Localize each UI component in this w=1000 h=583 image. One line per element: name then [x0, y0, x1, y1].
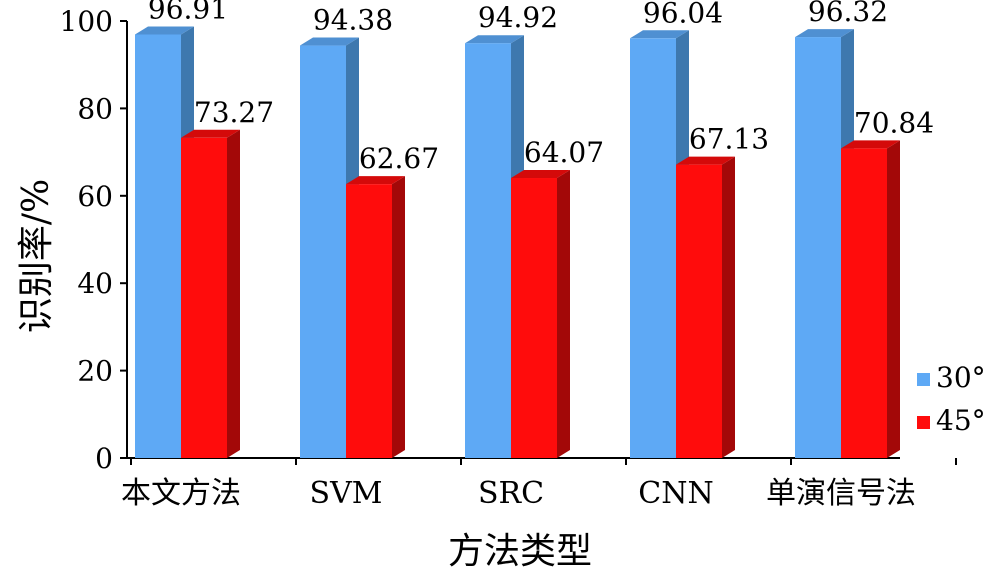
bar-side [557, 170, 570, 458]
bar-top [181, 129, 240, 138]
bar-top [511, 170, 570, 179]
y-tick-label: 20 [77, 355, 113, 388]
bar-4-1 [841, 140, 900, 458]
bar-2-1 [511, 170, 570, 458]
data-label: 94.38 [313, 4, 393, 37]
axes: 0 20 40 60 80 100 本文方法 SVM SRC CNN 单演信号法 [60, 5, 957, 511]
bar-side [722, 156, 735, 458]
data-label: 96.04 [643, 0, 723, 29]
legend-swatch [917, 416, 930, 429]
data-label: 70.84 [854, 106, 934, 139]
data-label: 67.13 [689, 123, 769, 156]
data-label: 62.67 [359, 142, 439, 175]
bars [135, 26, 900, 459]
bar-front [511, 178, 557, 458]
x-axis-title: 方法类型 [448, 531, 592, 572]
data-label: 94.92 [478, 1, 558, 34]
x-tick-label: 本文方法 [121, 476, 241, 511]
bar-front [795, 37, 841, 458]
bar-top [841, 140, 900, 149]
bar-3-1 [676, 156, 735, 458]
bar-1-1 [346, 176, 405, 459]
y-tick-label: 60 [77, 180, 113, 213]
bar-top [465, 35, 524, 44]
bar-front [841, 148, 887, 458]
bar-side [227, 129, 240, 458]
bar-side [392, 176, 405, 459]
bar-front [135, 34, 181, 459]
bar-front [300, 45, 346, 459]
y-tick-label: 0 [95, 442, 113, 475]
y-tick-label: 80 [77, 92, 113, 125]
y-tick-label: 100 [60, 5, 113, 38]
data-label: 96.32 [808, 0, 888, 28]
x-tick-label: SRC [478, 476, 544, 511]
bar-top [630, 30, 689, 39]
bar-front [346, 184, 392, 459]
legend-label: 30° [936, 361, 986, 394]
bar-front [181, 137, 227, 458]
x-tick-label: SVM [310, 476, 383, 511]
bar-0-1 [181, 129, 240, 458]
bar-front [676, 164, 722, 458]
data-label: 64.07 [524, 136, 604, 169]
legend: 30°45° [917, 361, 986, 437]
data-label: 73.27 [194, 96, 274, 129]
bar-side [887, 140, 900, 458]
bar-top [135, 26, 194, 35]
data-label: 96.91 [148, 0, 228, 26]
data-labels: 96.91 73.27 94.38 62.67 94.92 64.07 96.04 67.13… [148, 0, 934, 175]
bar-front [630, 38, 676, 458]
legend-label: 45° [936, 404, 986, 437]
x-tick-label: 单演信号法 [766, 476, 916, 511]
bar-top [300, 37, 359, 46]
y-tick-label: 40 [77, 267, 113, 300]
bar-front [465, 43, 511, 459]
y-axis-title: 识别率/% [16, 179, 57, 333]
x-tick-label: CNN [638, 476, 713, 511]
bar-top [346, 176, 405, 185]
legend-swatch [917, 373, 930, 386]
bar-top [795, 29, 854, 38]
bar-top [676, 156, 735, 165]
